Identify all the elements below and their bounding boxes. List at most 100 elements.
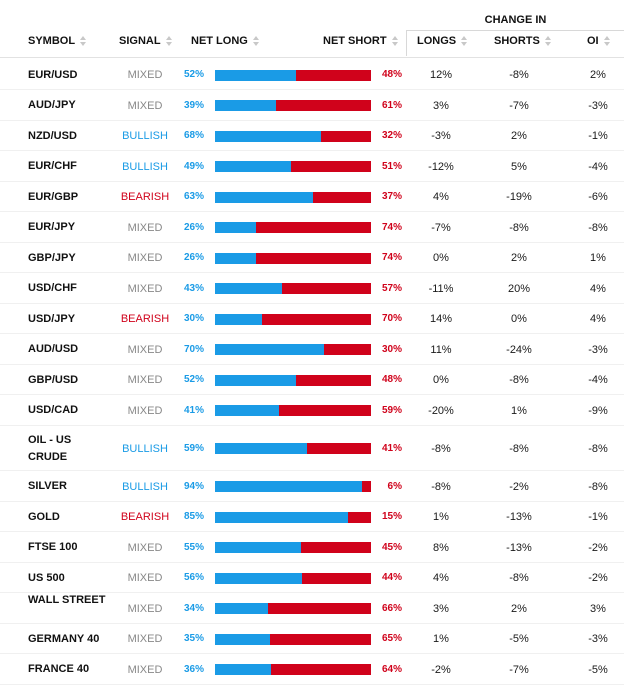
symbol-header-label: SYMBOL	[28, 35, 76, 47]
sentiment-bar	[215, 313, 371, 325]
table-row[interactable]: FTSE 100 MIXED 55% 45% 8% -13% -2%	[0, 532, 624, 563]
signal-cell: BEARISH	[120, 313, 170, 325]
longs-change-cell: 11%	[430, 343, 452, 356]
row-divider	[0, 592, 624, 593]
table-row[interactable]: GBP/JPY MIXED 26% 74% 0% 2% 1%	[0, 243, 624, 273]
symbol-cell[interactable]: NZD/USD	[28, 129, 77, 142]
header-divider	[0, 57, 624, 58]
symbol-cell[interactable]: GERMANY 40	[28, 632, 100, 645]
oi-change-cell: -2%	[588, 572, 608, 584]
symbol-cell[interactable]: EUR/USD	[28, 68, 78, 81]
oi-change-cell: -9%	[588, 404, 608, 417]
symbol-cell[interactable]: GOLD	[28, 510, 60, 523]
longs-change-cell: -7%	[431, 221, 451, 234]
table-row[interactable]: GBP/USD MIXED 52% 48% 0% -8% -4%	[0, 365, 624, 395]
symbol-cell[interactable]: AUD/JPY	[28, 99, 76, 111]
net-short-cell: 6%	[387, 480, 402, 492]
longs-change-cell: 3%	[433, 99, 449, 112]
longs-change-cell: 1%	[433, 511, 449, 523]
oi-change-cell: -4%	[588, 160, 608, 173]
oi-change-cell: 2%	[590, 69, 606, 81]
symbol-column-header[interactable]: SYMBOL	[28, 35, 87, 47]
oi-change-cell: -3%	[588, 343, 608, 356]
net-long-cell: 94%	[183, 480, 204, 492]
sentiment-bar	[215, 443, 371, 454]
longs-change-cell: -3%	[431, 130, 451, 142]
net-long-cell: 35%	[183, 633, 204, 644]
table-row[interactable]: USD/CHF MIXED 43% 57% -11% 20% 4%	[0, 273, 624, 304]
signal-cell: MIXED	[127, 572, 163, 584]
longs-column-header[interactable]: LONGS	[417, 35, 468, 47]
net-long-bar-fill	[215, 511, 348, 523]
signal-column-header[interactable]: SIGNAL	[119, 35, 172, 47]
signal-cell: BULLISH	[122, 130, 168, 142]
longs-change-cell: 1%	[433, 633, 449, 645]
row-divider	[0, 272, 624, 273]
table-row[interactable]: SILVER BULLISH 94% 6% -8% -2% -8%	[0, 471, 624, 502]
signal-cell: MIXED	[127, 69, 163, 81]
longs-change-cell: 4%	[433, 572, 449, 584]
symbol-cell[interactable]: OIL - US CRUDE	[28, 433, 72, 463]
oi-column-header[interactable]: OI	[587, 35, 610, 47]
sentiment-bar	[215, 481, 371, 492]
table-row[interactable]: EUR/USD MIXED 52% 48% 12% -8% 2%	[0, 60, 624, 90]
symbol-cell[interactable]: EUR/GBP	[28, 190, 79, 203]
table-row[interactable]: NZD/USD BULLISH 68% 32% -3% 2% -1%	[0, 121, 624, 151]
oi-change-cell: -1%	[588, 130, 608, 142]
table-row[interactable]: FRANCE 40 MIXED 36% 64% -2% -7% -5%	[0, 654, 624, 685]
table-row[interactable]: WALL STREET MIXED 34% 66% 3% 2% 3%	[0, 593, 624, 624]
sort-icon	[252, 36, 259, 46]
net-short-column-header[interactable]: NET SHORT	[323, 35, 398, 47]
oi-change-cell: -4%	[588, 374, 608, 386]
symbol-cell[interactable]: US 500	[28, 571, 65, 584]
net-short-cell: 48%	[381, 374, 402, 385]
sentiment-bar	[215, 511, 371, 523]
shorts-change-cell: -13%	[506, 511, 532, 523]
net-long-cell: 41%	[183, 404, 204, 416]
net-long-cell: 70%	[183, 343, 204, 355]
symbol-cell[interactable]: WALL STREET	[28, 593, 106, 606]
longs-change-cell: -20%	[428, 404, 454, 417]
shorts-column-header[interactable]: SHORTS	[494, 35, 551, 47]
oi-change-cell: -8%	[588, 221, 608, 234]
row-divider	[0, 531, 624, 532]
longs-change-cell: -8%	[431, 480, 451, 493]
longs-change-cell: 14%	[429, 313, 453, 325]
longs-change-cell: 3%	[433, 602, 449, 615]
shorts-change-cell: -5%	[509, 633, 529, 645]
signal-cell: BULLISH	[122, 160, 168, 173]
net-long-bar-fill	[215, 100, 276, 111]
symbol-cell[interactable]: FRANCE 40	[28, 663, 90, 675]
symbol-cell[interactable]: AUD/USD	[28, 343, 79, 355]
symbol-cell[interactable]: GBP/USD	[28, 373, 79, 386]
table-row[interactable]: US 500 MIXED 56% 44% 4% -8% -2%	[0, 563, 624, 593]
table-row[interactable]: EUR/JPY MIXED 26% 74% -7% -8% -8%	[0, 212, 624, 243]
table-row[interactable]: EUR/GBP BEARISH 63% 37% 4% -19% -6%	[0, 182, 624, 212]
oi-change-cell: 1%	[590, 252, 606, 264]
table-row[interactable]: OIL - US CRUDE BULLISH 59% 41% -8% -8% -…	[0, 426, 624, 471]
symbol-cell[interactable]: USD/JPY	[28, 312, 76, 325]
table-row[interactable]: EUR/CHF BULLISH 49% 51% -12% 5% -4%	[0, 151, 624, 182]
symbol-cell[interactable]: EUR/CHF	[28, 160, 77, 172]
net-long-bar-fill	[215, 161, 292, 172]
table-row[interactable]: USD/JPY BEARISH 30% 70% 14% 0% 4%	[0, 304, 624, 334]
sentiment-bar	[215, 542, 371, 553]
table-row[interactable]: GERMANY 40 MIXED 35% 65% 1% -5% -3%	[0, 624, 624, 654]
table-row[interactable]: AUD/USD MIXED 70% 30% 11% -24% -3%	[0, 334, 624, 365]
sentiment-bar	[215, 603, 371, 614]
shorts-change-cell: -13%	[506, 541, 532, 554]
table-row[interactable]: AUD/JPY MIXED 39% 61% 3% -7% -3%	[0, 90, 624, 121]
oi-change-cell: -2%	[588, 541, 608, 554]
change-in-vline	[406, 30, 407, 56]
symbol-cell[interactable]: USD/CAD	[28, 404, 79, 416]
symbol-cell[interactable]: EUR/JPY	[28, 221, 76, 233]
net-short-cell: 32%	[381, 130, 402, 141]
net-long-column-header[interactable]: NET LONG	[191, 35, 259, 47]
symbol-cell[interactable]: USD/CHF	[28, 282, 77, 294]
symbol-cell[interactable]: FTSE 100	[28, 541, 78, 553]
symbol-cell[interactable]: SILVER	[28, 480, 67, 492]
table-row[interactable]: GOLD BEARISH 85% 15% 1% -13% -1%	[0, 502, 624, 532]
oi-change-cell: 4%	[590, 282, 606, 295]
symbol-cell[interactable]: GBP/JPY	[28, 251, 76, 264]
table-row[interactable]: USD/CAD MIXED 41% 59% -20% 1% -9%	[0, 395, 624, 426]
